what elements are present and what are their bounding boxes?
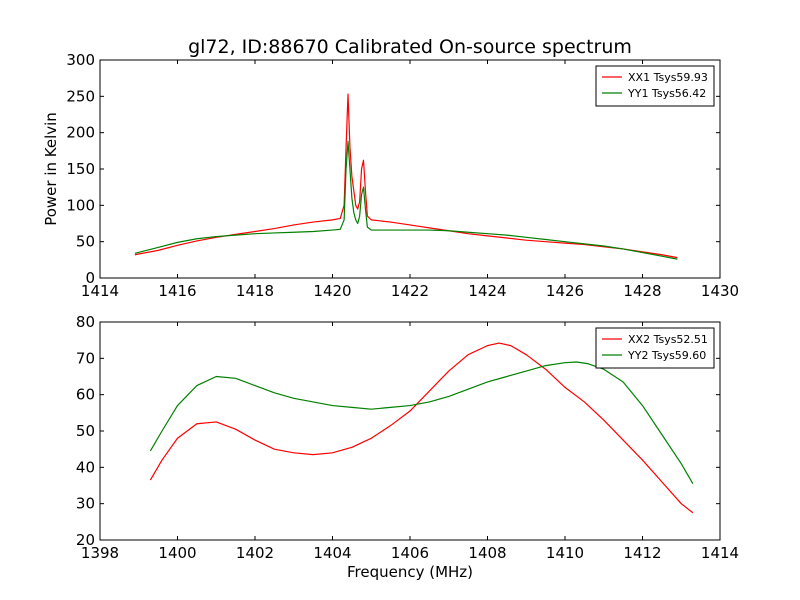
top-y-tick-label: 300: [66, 51, 95, 69]
top-plot: 1414 1416 1418 1420 1422 1424 1426 1428 1430 0 50 1…: [66, 51, 739, 300]
top-x-tick-label: 1422: [391, 282, 429, 300]
top-x-tick-label: 1426: [546, 282, 584, 300]
x-axis-label: Frequency (MHz): [347, 563, 473, 581]
top-y-tick-label: 200: [66, 124, 95, 142]
top-x-tick-label: 1428: [623, 282, 661, 300]
top-y-tick-label: 100: [66, 196, 95, 214]
top-x-tick-label: 1430: [701, 282, 739, 300]
bottom-x-tick-label: 1412: [623, 544, 661, 562]
top-legend-label-1: XX1 Tsys59.93: [628, 71, 708, 84]
bottom-y-tick-label: 80: [76, 313, 95, 331]
bottom-legend-label-2: YY2 Tsys59.60: [627, 349, 706, 362]
top-x-tick-label: 1424: [468, 282, 506, 300]
top-legend-label-2: YY1 Tsys56.42: [627, 87, 706, 100]
bottom-y-tick-label: 70: [76, 349, 95, 367]
bottom-series-line-1: [149, 342, 694, 514]
bottom-y-tick-label: 20: [76, 531, 95, 549]
bottom-y-tick-label: 30: [76, 495, 95, 513]
bottom-y-tick-label: 60: [76, 386, 95, 404]
bottom-x-tick-label: 1402: [236, 544, 274, 562]
bottom-x-tick-label: 1408: [468, 544, 506, 562]
top-y-tick-label: 150: [66, 160, 95, 178]
bottom-x-tick-label: 1398: [81, 544, 119, 562]
top-y-tick-label: 0: [85, 269, 95, 287]
bottom-x-tick-label: 1406: [391, 544, 429, 562]
bottom-x-tick-label: 1414: [701, 544, 739, 562]
top-legend-box: [595, 65, 715, 107]
bottom-plot: 1398 1400 1402 1404 1406 1408 1410 1412 1414 20 30…: [76, 313, 739, 562]
top-x-tick-label: 1416: [158, 282, 196, 300]
top-x-tick-label: 1418: [236, 282, 274, 300]
bottom-y-tick-label: 40: [76, 458, 95, 476]
top-y-tick-label: 50: [76, 233, 95, 251]
chart-title: gl72, ID:88670 Calibrated On-source spec…: [188, 36, 632, 58]
bottom-x-tick-label: 1400: [158, 544, 196, 562]
top-series-line-1: [134, 93, 678, 259]
bottom-x-tick-label: 1404: [313, 544, 351, 562]
bottom-series-line-2: [149, 361, 694, 484]
top-y-tick-label: 250: [66, 87, 95, 105]
bottom-legend-label-1: XX2 Tsys52.51: [628, 333, 708, 346]
bottom-legend-box: [595, 327, 715, 369]
top-x-tick-label: 1420: [313, 282, 351, 300]
bottom-x-tick-label: 1410: [546, 544, 584, 562]
y-axis-label: Power in Kelvin: [42, 112, 60, 226]
top-x-tick-label: 1414: [81, 282, 119, 300]
top-series-line-2: [134, 140, 678, 260]
bottom-y-tick-label: 50: [76, 422, 95, 440]
